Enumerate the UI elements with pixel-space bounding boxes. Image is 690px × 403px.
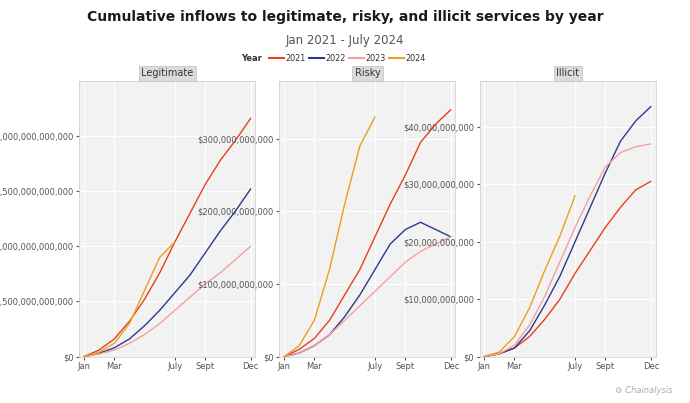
Text: 2024: 2024 bbox=[406, 54, 426, 63]
Title: Legitimate: Legitimate bbox=[141, 69, 193, 79]
Text: Cumulative inflows to legitimate, risky, and illicit services by year: Cumulative inflows to legitimate, risky,… bbox=[87, 10, 603, 24]
Text: 2021: 2021 bbox=[286, 54, 306, 63]
Title: Illicit: Illicit bbox=[556, 69, 579, 79]
Text: 2023: 2023 bbox=[366, 54, 386, 63]
Text: 2022: 2022 bbox=[326, 54, 346, 63]
Text: ⚙ Chainalysis: ⚙ Chainalysis bbox=[615, 386, 673, 395]
Title: Risky: Risky bbox=[355, 69, 380, 79]
Text: Year: Year bbox=[241, 54, 262, 63]
Text: Jan 2021 - July 2024: Jan 2021 - July 2024 bbox=[286, 34, 404, 47]
